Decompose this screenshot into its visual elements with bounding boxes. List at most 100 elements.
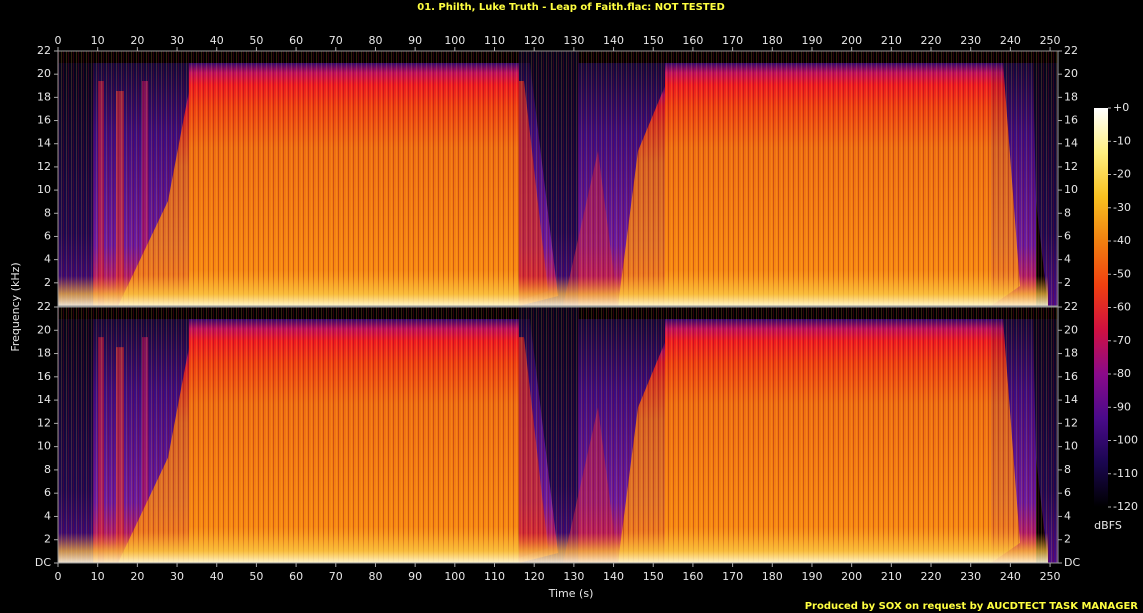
x-tick-label-top: 40 [210,34,224,47]
y-tick-label: 18 [37,347,51,360]
x-tick-label-top: 90 [408,34,422,47]
y-tick-label: 2 [44,533,51,546]
spectrogram-channel [58,51,1058,306]
y-tick-label-right: 22 [1064,44,1078,57]
x-tick-label: 160 [682,570,703,583]
y-tick-label: 8 [44,463,51,476]
footer: Produced by SOX on request by AUCDTECT T… [805,601,1139,612]
colorbar-tick-label: -10 [1113,134,1131,147]
colorbar-tick-label: -120 [1113,500,1138,513]
x-tick-label-top: 200 [841,34,862,47]
y-tick-label-right: 12 [1064,160,1078,173]
y-tick-label-right: DC [1064,556,1080,569]
x-tick-label-top: 80 [368,34,382,47]
x-tick-label: 230 [960,570,981,583]
x-tick-label: 150 [643,570,664,583]
colorbar-tick-label: -90 [1113,400,1131,413]
x-tick-label: 100 [444,570,465,583]
x-tick-label-top: 140 [603,34,624,47]
x-tick-label-top: 30 [170,34,184,47]
y-tick-label: 12 [37,416,51,429]
colorbar-tick-label: -80 [1113,367,1131,380]
x-tick-label: 80 [368,570,382,583]
y-tick-label-right: 2 [1064,276,1071,289]
y-tick-label: 22 [37,300,51,313]
y-tick-label-right: 20 [1064,67,1078,80]
colorbar-label: dBFS [1094,519,1122,532]
y-tick-label-right: 8 [1064,206,1071,219]
y-tick-label: 12 [37,160,51,173]
y-tick-label-right: 22 [1064,300,1078,313]
y-tick-label: DC [35,556,51,569]
x-tick-label-top: 0 [55,34,62,47]
y-tick-label: 4 [44,509,51,522]
x-tick-label-top: 210 [881,34,902,47]
x-tick-label: 210 [881,570,902,583]
y-tick-label: 6 [44,486,51,499]
x-tick-label: 30 [170,570,184,583]
chart-title: 01. Philth, Luke Truth - Leap of Faith.f… [417,2,725,13]
y-tick-label-right: 20 [1064,323,1078,336]
y-tick-label: 6 [44,229,51,242]
y-tick-label: 10 [37,183,51,196]
colorbar-tick-label: -100 [1113,434,1138,447]
y-tick-label: 18 [37,90,51,103]
x-tick-label: 0 [55,570,62,583]
y-tick-label-right: 16 [1064,114,1078,127]
y-tick-label-right: 14 [1064,393,1078,406]
x-tick-label-top: 130 [563,34,584,47]
colorbar-tick-label: +0 [1113,101,1129,114]
y-tick-label-right: 6 [1064,229,1071,242]
y-tick-label-right: 8 [1064,463,1071,476]
x-tick-label: 250 [1040,570,1061,583]
spectrogram-channel [58,307,1058,563]
y-tick-label: 2 [44,276,51,289]
y-tick-label: 16 [37,370,51,383]
colorbar-tick-label: -20 [1113,168,1131,181]
y-tick-label-right: 16 [1064,370,1078,383]
x-tick-label-top: 160 [682,34,703,47]
colorbar [1094,108,1108,507]
x-tick-label-top: 220 [921,34,942,47]
x-tick-label: 40 [210,570,224,583]
x-tick-label-top: 110 [484,34,505,47]
x-tick-label: 190 [801,570,822,583]
x-tick-label-top: 250 [1040,34,1061,47]
colorbar-tick-label: -60 [1113,301,1131,314]
x-axis-label: Time (s) [548,587,594,600]
x-tick-label-top: 100 [444,34,465,47]
y-tick-label-right: 4 [1064,253,1071,266]
y-tick-label: 20 [37,67,51,80]
y-axis-label: Frequency (kHz) [9,262,22,351]
x-tick-label-top: 190 [801,34,822,47]
x-tick-label-top: 180 [762,34,783,47]
x-tick-label: 20 [130,570,144,583]
x-tick-label: 90 [408,570,422,583]
y-tick-label: 8 [44,206,51,219]
x-tick-label-top: 150 [643,34,664,47]
x-tick-label: 180 [762,570,783,583]
panel-frame [57,306,1059,564]
y-tick-label-right: 10 [1064,440,1078,453]
x-tick-label: 170 [722,570,743,583]
x-tick-label: 200 [841,570,862,583]
y-tick-label: 20 [37,323,51,336]
x-tick-label: 60 [289,570,303,583]
x-tick-label: 70 [329,570,343,583]
y-tick-label-right: 12 [1064,416,1078,429]
y-tick-label-right: 2 [1064,533,1071,546]
colorbar-tick-label: -70 [1113,334,1131,347]
y-tick-label-right: 10 [1064,183,1078,196]
x-tick-label: 50 [249,570,263,583]
x-tick-label-top: 120 [524,34,545,47]
x-tick-label: 140 [603,570,624,583]
x-tick-label-top: 70 [329,34,343,47]
x-tick-label: 10 [91,570,105,583]
x-tick-label: 110 [484,570,505,583]
x-tick-label-top: 170 [722,34,743,47]
y-tick-label: 14 [37,393,51,406]
y-tick-label: 22 [37,44,51,57]
colorbar-tick-label: -30 [1113,201,1131,214]
colorbar-tick-label: -50 [1113,267,1131,280]
